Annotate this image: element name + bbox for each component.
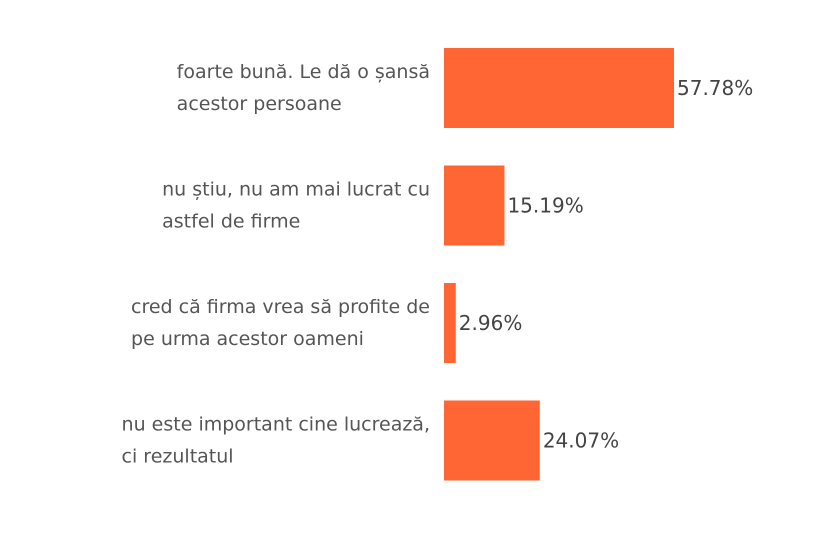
value-label-3: 24.07% (543, 429, 619, 453)
value-label-0: 57.78% (677, 76, 753, 100)
category-label-3: nu este important cine lucrează, ci rezul… (122, 414, 430, 468)
value-label-2: 2.96% (459, 311, 523, 335)
category-label-3-line-1: ci rezultatul (122, 446, 234, 468)
bar-2 (444, 283, 456, 363)
category-label-0: foarte bună. Le dă o șansă acestor persoa… (177, 61, 430, 115)
category-label-2: cred că firma vrea să profite de pe urma … (131, 296, 430, 350)
category-label-1-line-1: astfel de firme (162, 211, 300, 233)
category-label-2-line-0: cred că firma vrea să profite de (131, 296, 430, 318)
category-label-0-line-1: acestor persoane (177, 93, 342, 115)
category-label-1: nu știu, nu am mai lucrat cu astfel de fi… (162, 179, 430, 233)
category-label-1-line-0: nu știu, nu am mai lucrat cu (162, 179, 430, 201)
value-label-1: 15.19% (507, 194, 583, 218)
category-label-0-line-0: foarte bună. Le dă o șansă (177, 61, 430, 83)
bar-1 (444, 165, 505, 246)
category-label-3-line-0: nu este important cine lucrează, (122, 414, 430, 436)
bar-0 (444, 48, 674, 128)
category-label-2-line-1: pe urma acestor oameni (131, 328, 364, 350)
bar-3 (444, 400, 540, 481)
